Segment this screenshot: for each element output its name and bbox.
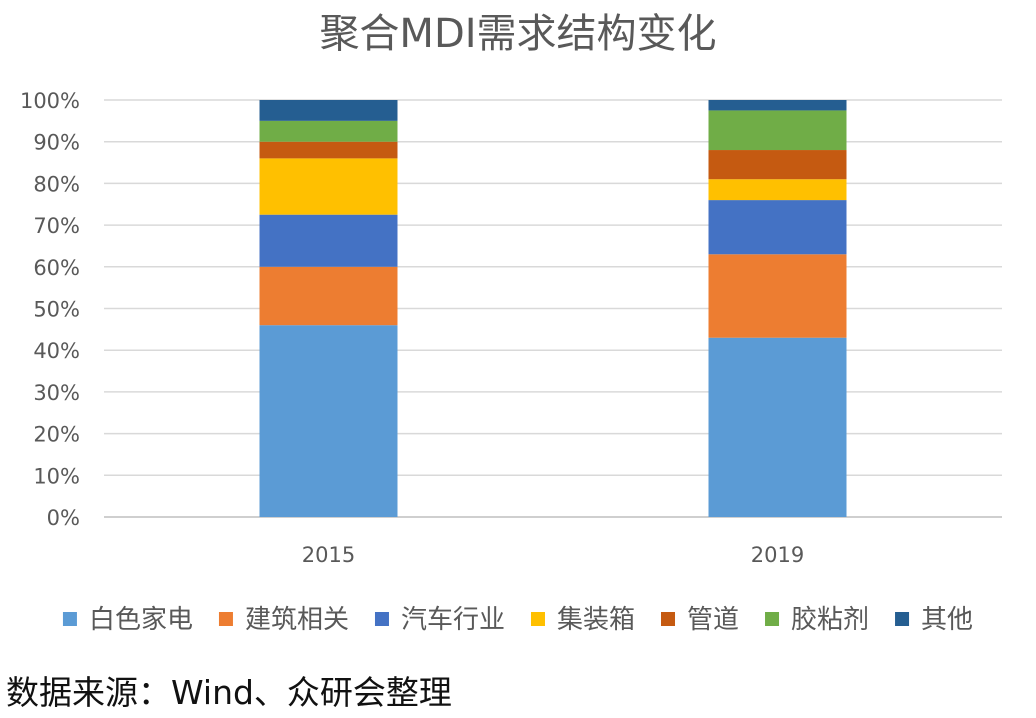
y-tick-label: 50%: [33, 298, 80, 322]
legend-swatch: [218, 612, 233, 626]
y-tick-label: 90%: [33, 131, 80, 155]
legend-label: 集装箱: [557, 605, 635, 635]
y-tick-label: 10%: [33, 464, 80, 488]
chart-title: 聚合MDI需求结构变化: [319, 11, 716, 57]
bar-segment: [708, 100, 847, 111]
bar-segment: [708, 254, 847, 338]
source-note: 数据来源：Wind、众研会整理: [6, 673, 452, 712]
y-tick-label: 0%: [47, 506, 80, 530]
legend-swatch: [895, 612, 910, 626]
y-tick-label: 40%: [33, 339, 80, 363]
bar-segment: [259, 120, 398, 142]
bar-segment: [708, 200, 847, 255]
legend-label: 白色家电: [89, 605, 193, 635]
bars: [259, 100, 847, 517]
bar-segment: [708, 179, 847, 201]
legend-swatch: [62, 612, 77, 626]
legend-label: 汽车行业: [401, 605, 505, 635]
y-tick-label: 60%: [33, 256, 80, 280]
bar-segment: [259, 266, 398, 326]
legend-swatch: [374, 612, 389, 626]
x-tick-label: 2015: [302, 543, 355, 567]
y-tick-label: 20%: [33, 423, 80, 447]
bar-segment: [259, 100, 398, 121]
bar-segment: [708, 337, 847, 517]
legend-swatch: [530, 612, 545, 626]
legend: 白色家电 建筑相关 汽车行业 集装箱 管道 胶粘剂 其他: [62, 605, 973, 635]
y-axis: 0% 10% 20% 30% 40% 50% 60% 70% 80% 90% 100%: [20, 89, 80, 530]
bar-segment: [708, 110, 847, 151]
y-tick-label: 30%: [33, 381, 80, 405]
grid-lines: [104, 99, 1002, 518]
legend-label: 建筑相关: [245, 605, 349, 635]
legend-swatch: [661, 612, 676, 626]
legend-swatch: [765, 612, 780, 626]
bar-segment: [259, 214, 398, 267]
y-tick-label: 80%: [33, 172, 80, 196]
legend-label: 管道: [687, 605, 739, 635]
bar-segment: [259, 141, 398, 159]
bar-segment: [259, 325, 398, 517]
bar-segment: [708, 150, 847, 180]
legend-label: 其他: [921, 605, 973, 635]
y-tick-label: 100%: [20, 89, 80, 113]
x-axis: 2015 2019: [302, 543, 804, 567]
legend-label: 胶粘剂: [791, 605, 869, 635]
x-tick-label: 2019: [751, 543, 804, 567]
bar-segment: [259, 158, 398, 215]
y-tick-label: 70%: [33, 214, 80, 238]
